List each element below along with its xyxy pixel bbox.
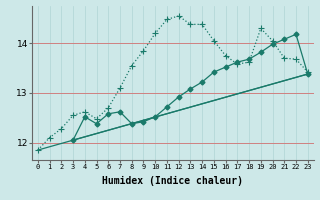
X-axis label: Humidex (Indice chaleur): Humidex (Indice chaleur) — [102, 176, 243, 186]
